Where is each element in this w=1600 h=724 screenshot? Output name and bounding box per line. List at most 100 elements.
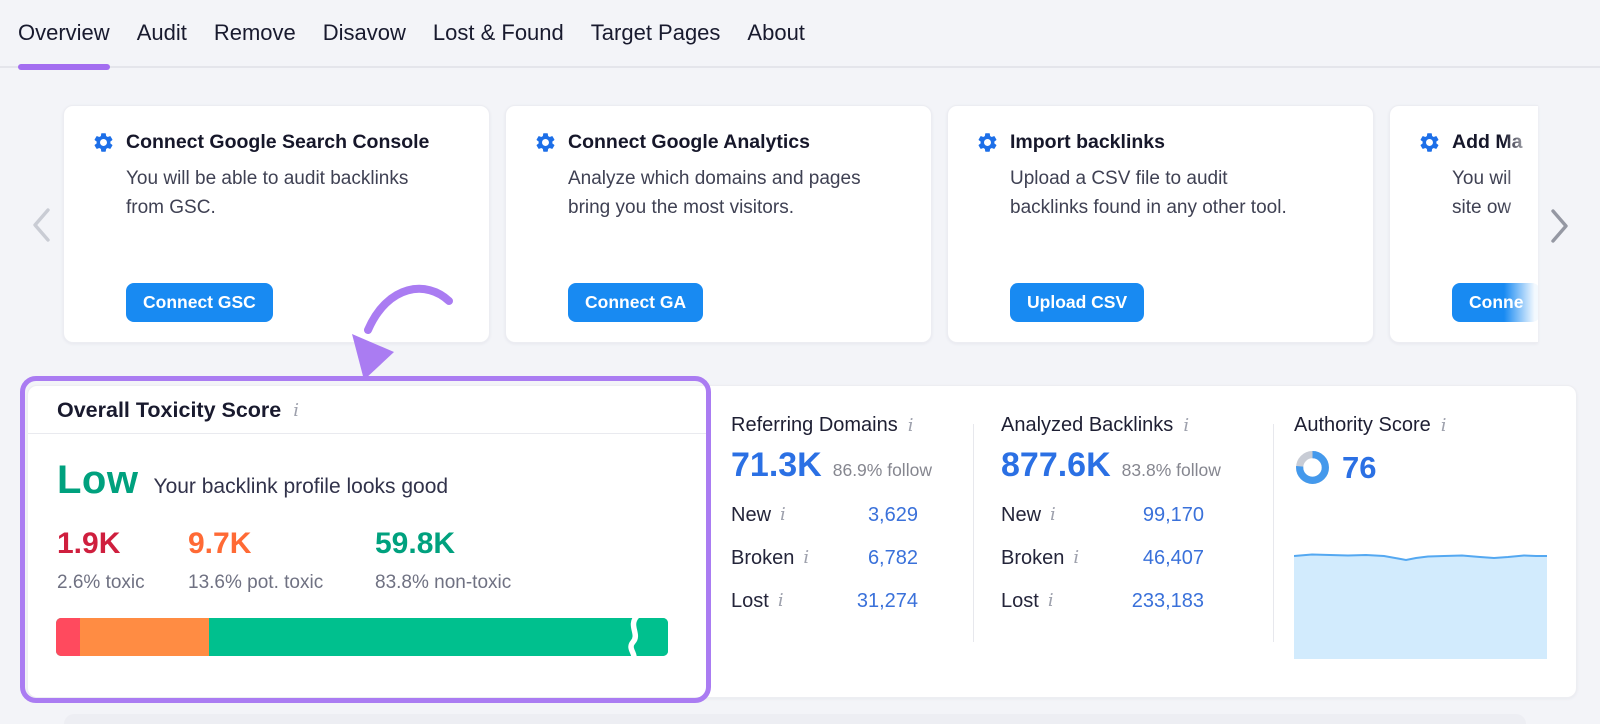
add-manually-button[interactable]: Conne	[1452, 283, 1538, 322]
referring-domains-broken-value[interactable]: 6,782	[867, 546, 918, 569]
connect-gsc-title: Connect Google Search Console	[126, 131, 430, 153]
gear-icon	[978, 133, 997, 152]
analyzed-backlinks-broken-value[interactable]: 46,407	[1142, 546, 1204, 569]
new-label: New	[731, 503, 772, 526]
toxic-stat: 1.9K 2.6% toxic	[57, 527, 145, 594]
analyzed-backlinks-broken-row: Broken i 46,407	[1001, 545, 1204, 571]
tab-lost-and-found[interactable]: Lost & Found	[433, 0, 564, 66]
analyzed-backlinks-total[interactable]: 877.6K	[1001, 446, 1111, 484]
non-toxic-count: 59.8K	[375, 527, 456, 560]
info-icon[interactable]: i	[907, 414, 914, 436]
non-toxic-percent-label: 83.8% non-toxic	[375, 572, 512, 593]
analyzed-backlinks-metric: Analyzed Backlinks i 877.6K 83.8% follow…	[1001, 414, 1221, 631]
authority-score-donut	[1296, 451, 1329, 484]
toxicity-bar	[56, 618, 668, 656]
import-backlinks-description: Upload a CSV file to audit backlinks fou…	[1010, 168, 1287, 218]
analyzed-backlinks-lost-value[interactable]: 233,183	[1131, 589, 1204, 612]
info-icon[interactable]: i	[1183, 414, 1190, 436]
tab-overview-label: Overview	[18, 20, 110, 45]
info-icon[interactable]: i	[293, 399, 300, 421]
active-tab-underline	[18, 64, 110, 70]
tab-overview[interactable]: Overview	[18, 0, 110, 70]
referring-domains-total[interactable]: 71.3K	[731, 446, 822, 484]
analyzed-backlinks-lost-row: Lost i 233,183	[1001, 588, 1204, 614]
toxic-percent-label: 2.6% toxic	[57, 572, 145, 593]
tab-disavow-label: Disavow	[322, 20, 406, 45]
tab-audit[interactable]: Audit	[137, 0, 187, 66]
info-icon[interactable]: i	[1047, 590, 1054, 611]
import-backlinks-card: Import backlinks Upload a CSV file to au…	[947, 105, 1374, 343]
referring-domains-broken-row: Broken i 6,782	[731, 545, 918, 571]
top-nav: Overview Audit Remove Disavow Lost & Fou…	[0, 0, 1600, 70]
analyzed-backlinks-title: Analyzed Backlinks	[1001, 414, 1174, 436]
analyzed-backlinks-new-row: New i 99,170	[1001, 502, 1204, 528]
toxicity-score-title: Overall Toxicity Score	[57, 398, 282, 422]
connect-ga-title: Connect Google Analytics	[568, 131, 810, 153]
connect-gsc-description: You will be able to audit backlinks from…	[126, 168, 409, 218]
add-manually-card: Add Ma You wil site ow Conne	[1389, 105, 1538, 343]
info-icon[interactable]: i	[780, 504, 786, 525]
referring-domains-metric: Referring Domains i 71.3K 86.9% follow N…	[731, 414, 932, 631]
toxicity-level-note: Your backlink profile looks good	[153, 475, 449, 498]
authority-score-title: Authority Score	[1294, 414, 1431, 436]
toxic-count: 1.9K	[57, 527, 121, 560]
toxicity-bar-segment-toxic	[56, 618, 81, 656]
referring-domains-lost-row: Lost i 31,274	[731, 588, 918, 614]
connect-ga-description: Analyze which domains and pages bring yo…	[568, 168, 861, 218]
referring-domains-new-row: New i 3,629	[731, 502, 918, 528]
connect-gsc-button[interactable]: Connect GSC	[126, 283, 273, 322]
overview-stats-card: Overall Toxicity Score i Low Your backli…	[27, 385, 1577, 698]
tab-target-pages[interactable]: Target Pages	[591, 0, 721, 66]
pot-toxic-count: 9.7K	[188, 527, 252, 560]
connect-ga-button[interactable]: Connect GA	[568, 283, 704, 322]
info-icon[interactable]: i	[803, 547, 810, 568]
info-icon[interactable]: i	[777, 590, 784, 611]
toxicity-bar-segment-pot-toxic	[80, 618, 209, 656]
tab-about-label: About	[747, 20, 805, 45]
lost-label: Lost	[1001, 589, 1039, 612]
broken-label: Broken	[731, 546, 795, 569]
authority-score-value: 76	[1342, 449, 1377, 485]
add-manually-title: Add Ma	[1452, 131, 1523, 153]
new-label: New	[1001, 503, 1042, 526]
gear-icon	[1420, 133, 1439, 152]
referring-domains-follow-percent: 86.9% follow	[832, 460, 932, 480]
divider	[1273, 424, 1274, 642]
authority-score-donut-progress	[1296, 451, 1329, 484]
upload-csv-button[interactable]: Upload CSV	[1010, 283, 1145, 322]
tab-remove[interactable]: Remove	[214, 0, 296, 66]
bar-break-mark	[626, 618, 642, 656]
info-icon[interactable]: i	[1050, 504, 1056, 525]
divider	[973, 424, 974, 642]
referring-domains-lost-value[interactable]: 31,274	[856, 589, 918, 612]
info-icon[interactable]: i	[1073, 547, 1080, 568]
tab-about[interactable]: About	[747, 0, 805, 66]
pot-toxic-percent-label: 13.6% pot. toxic	[188, 572, 324, 593]
authority-score-metric: Authority Score i 76	[1294, 414, 1447, 486]
gear-icon	[94, 133, 113, 152]
authority-score-trend-chart	[1293, 550, 1547, 659]
connect-ga-card: Connect Google Analytics Analyze which d…	[505, 105, 932, 343]
divider	[28, 433, 707, 434]
tab-target-pages-label: Target Pages	[590, 20, 721, 45]
referring-domains-title: Referring Domains	[731, 414, 898, 436]
pot-toxic-stat: 9.7K 13.6% pot. toxic	[188, 527, 323, 594]
non-toxic-stat: 59.8K 83.8% non-toxic	[375, 527, 511, 594]
referring-domains-new-value[interactable]: 3,629	[867, 503, 918, 526]
tab-lost-and-found-label: Lost & Found	[432, 20, 564, 45]
tab-audit-label: Audit	[136, 20, 187, 45]
carousel-next-icon[interactable]	[1547, 207, 1571, 245]
tab-remove-label: Remove	[213, 20, 296, 45]
carousel-prev-icon[interactable]	[30, 206, 54, 244]
tab-disavow[interactable]: Disavow	[323, 0, 406, 66]
below-fold-section-edge	[64, 714, 1526, 724]
analyzed-backlinks-new-value[interactable]: 99,170	[1142, 503, 1204, 526]
gear-icon	[536, 133, 555, 152]
connect-gsc-card: Connect Google Search Console You will b…	[63, 105, 490, 343]
analyzed-backlinks-follow-percent: 83.8% follow	[1121, 460, 1221, 480]
info-icon[interactable]: i	[1440, 414, 1447, 436]
toxicity-level-value: Low	[57, 458, 139, 502]
broken-label: Broken	[1001, 546, 1065, 569]
toxicity-bar-segment-non-toxic	[208, 618, 668, 656]
